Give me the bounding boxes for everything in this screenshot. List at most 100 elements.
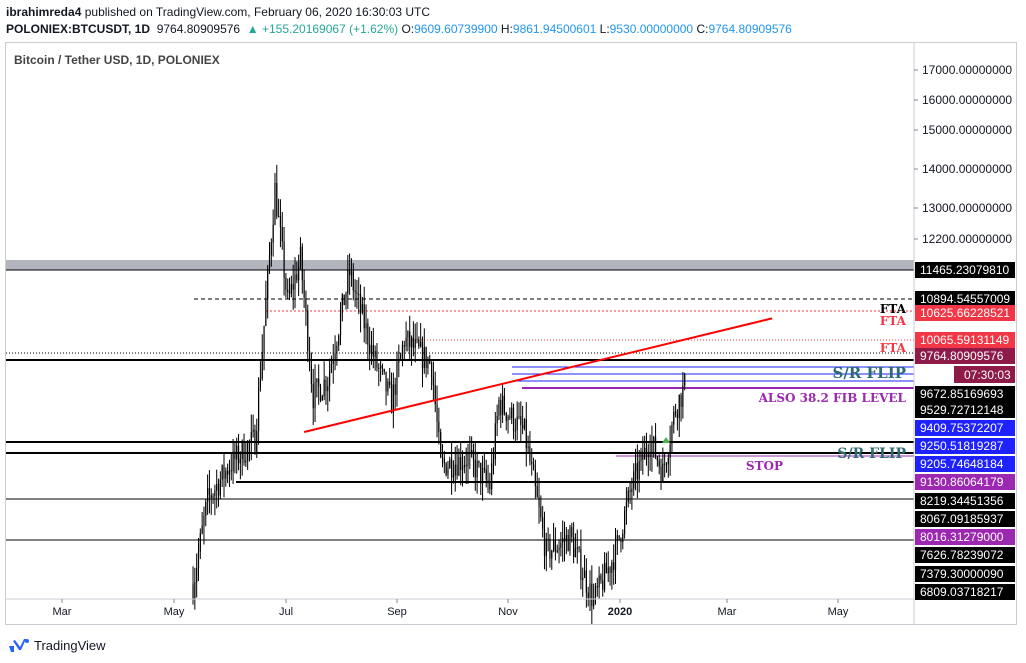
candle-body <box>591 583 593 607</box>
candle-body <box>272 224 274 243</box>
candle-body <box>257 386 260 431</box>
candle-body <box>376 350 378 368</box>
candle-body <box>440 432 442 457</box>
candle-body <box>543 528 546 557</box>
price-level-label: 9529.72712148 <box>920 403 1004 417</box>
candle-body <box>250 432 252 443</box>
candle-body <box>538 497 540 507</box>
candle-body <box>522 424 524 429</box>
candle-body <box>341 294 343 314</box>
candle-body <box>223 465 225 479</box>
candle-body <box>547 538 549 540</box>
candle-body <box>585 570 587 593</box>
candle-body <box>469 451 471 454</box>
candle-body <box>392 384 394 414</box>
annotation-label: FTA <box>880 341 907 355</box>
candle-body <box>307 310 309 352</box>
candle-body <box>603 562 606 590</box>
price-level-label: 9205.74648184 <box>920 457 1004 471</box>
candle-body <box>345 293 347 306</box>
candle-body <box>197 551 200 569</box>
candle-body <box>400 354 402 359</box>
y-tick-label: 14000.00000000 <box>922 162 1012 176</box>
candle-body <box>441 456 444 459</box>
tradingview-brand[interactable]: TradingView <box>34 637 106 653</box>
candle-body <box>303 280 305 298</box>
y-tick-label: 15000.00000000 <box>922 123 1012 137</box>
candle-body <box>418 339 420 347</box>
candle-body <box>474 459 476 478</box>
price-level-tag <box>915 474 1015 490</box>
candle-body <box>447 467 449 476</box>
candle-body <box>571 527 573 538</box>
x-tick-label: Jul <box>279 606 293 618</box>
annotation-label: S/R FLIP <box>833 364 907 382</box>
candle-body <box>481 468 484 484</box>
candle-body <box>214 490 216 497</box>
candle-body <box>507 416 509 421</box>
candle-body <box>678 394 680 418</box>
candle-body <box>656 457 658 461</box>
countdown-tag <box>954 366 1015 383</box>
candle-body <box>228 470 231 475</box>
candle-body <box>461 467 464 470</box>
candle-body <box>332 359 334 364</box>
candle-body <box>682 385 684 407</box>
price-level-label: 9250.51819287 <box>920 439 1004 453</box>
candle-body <box>660 466 662 482</box>
candle-body <box>354 290 356 293</box>
candle-body <box>511 407 513 418</box>
candle-body <box>212 496 214 498</box>
price-level-label: 8016.31279000 <box>920 530 1004 544</box>
candle-body <box>261 351 263 379</box>
candle-body <box>410 337 413 348</box>
candle-body <box>438 421 440 433</box>
candle-body <box>563 538 566 542</box>
candle-body <box>298 265 300 281</box>
candle-body <box>294 274 296 290</box>
candle-body <box>536 485 538 498</box>
candle-body <box>316 378 318 383</box>
candle-body <box>401 345 404 355</box>
candle-body <box>573 537 575 558</box>
price-level-label: 10625.66228521 <box>920 306 1010 320</box>
candle-body <box>396 362 398 395</box>
close-label: C: <box>696 22 709 36</box>
candle-body <box>443 458 445 464</box>
candle-body <box>624 511 626 534</box>
candle-body <box>556 550 558 552</box>
price-level-label: 6809.03718217 <box>920 585 1004 599</box>
candle-body <box>356 292 358 294</box>
candle-body <box>420 341 422 347</box>
price-level-label: 9672.85169693 <box>920 387 1004 401</box>
candle-body <box>458 456 460 476</box>
series-title: Bitcoin / Tether USD, 1D, POLONIEX <box>14 53 220 67</box>
candle-body <box>452 475 455 478</box>
candle-body <box>225 470 227 479</box>
candle-body <box>551 550 553 559</box>
candle-body <box>276 182 278 217</box>
candle-body <box>349 270 351 276</box>
price-level-tag <box>915 584 1015 600</box>
open-label: O: <box>401 22 415 36</box>
candle-body <box>454 464 456 476</box>
price-level-tag <box>915 438 1015 454</box>
candle-body <box>279 216 282 228</box>
publisher-name[interactable]: ibrahimreda4 <box>6 5 82 19</box>
candle-body <box>369 344 371 354</box>
candle-body <box>278 216 280 218</box>
candle-body <box>671 424 673 445</box>
candle-body <box>405 337 407 347</box>
price-level-label: 11465.23079810 <box>920 263 1010 277</box>
candle-body <box>640 451 642 462</box>
candle-body <box>327 385 329 392</box>
price-level-tag <box>915 262 1015 278</box>
candle-body <box>268 255 271 269</box>
candle-body <box>221 465 223 480</box>
candle-body <box>319 386 322 401</box>
candle-body <box>587 592 589 599</box>
x-tick-label: 2020 <box>608 606 632 618</box>
candle-body <box>532 463 535 470</box>
candle-body <box>314 382 316 409</box>
